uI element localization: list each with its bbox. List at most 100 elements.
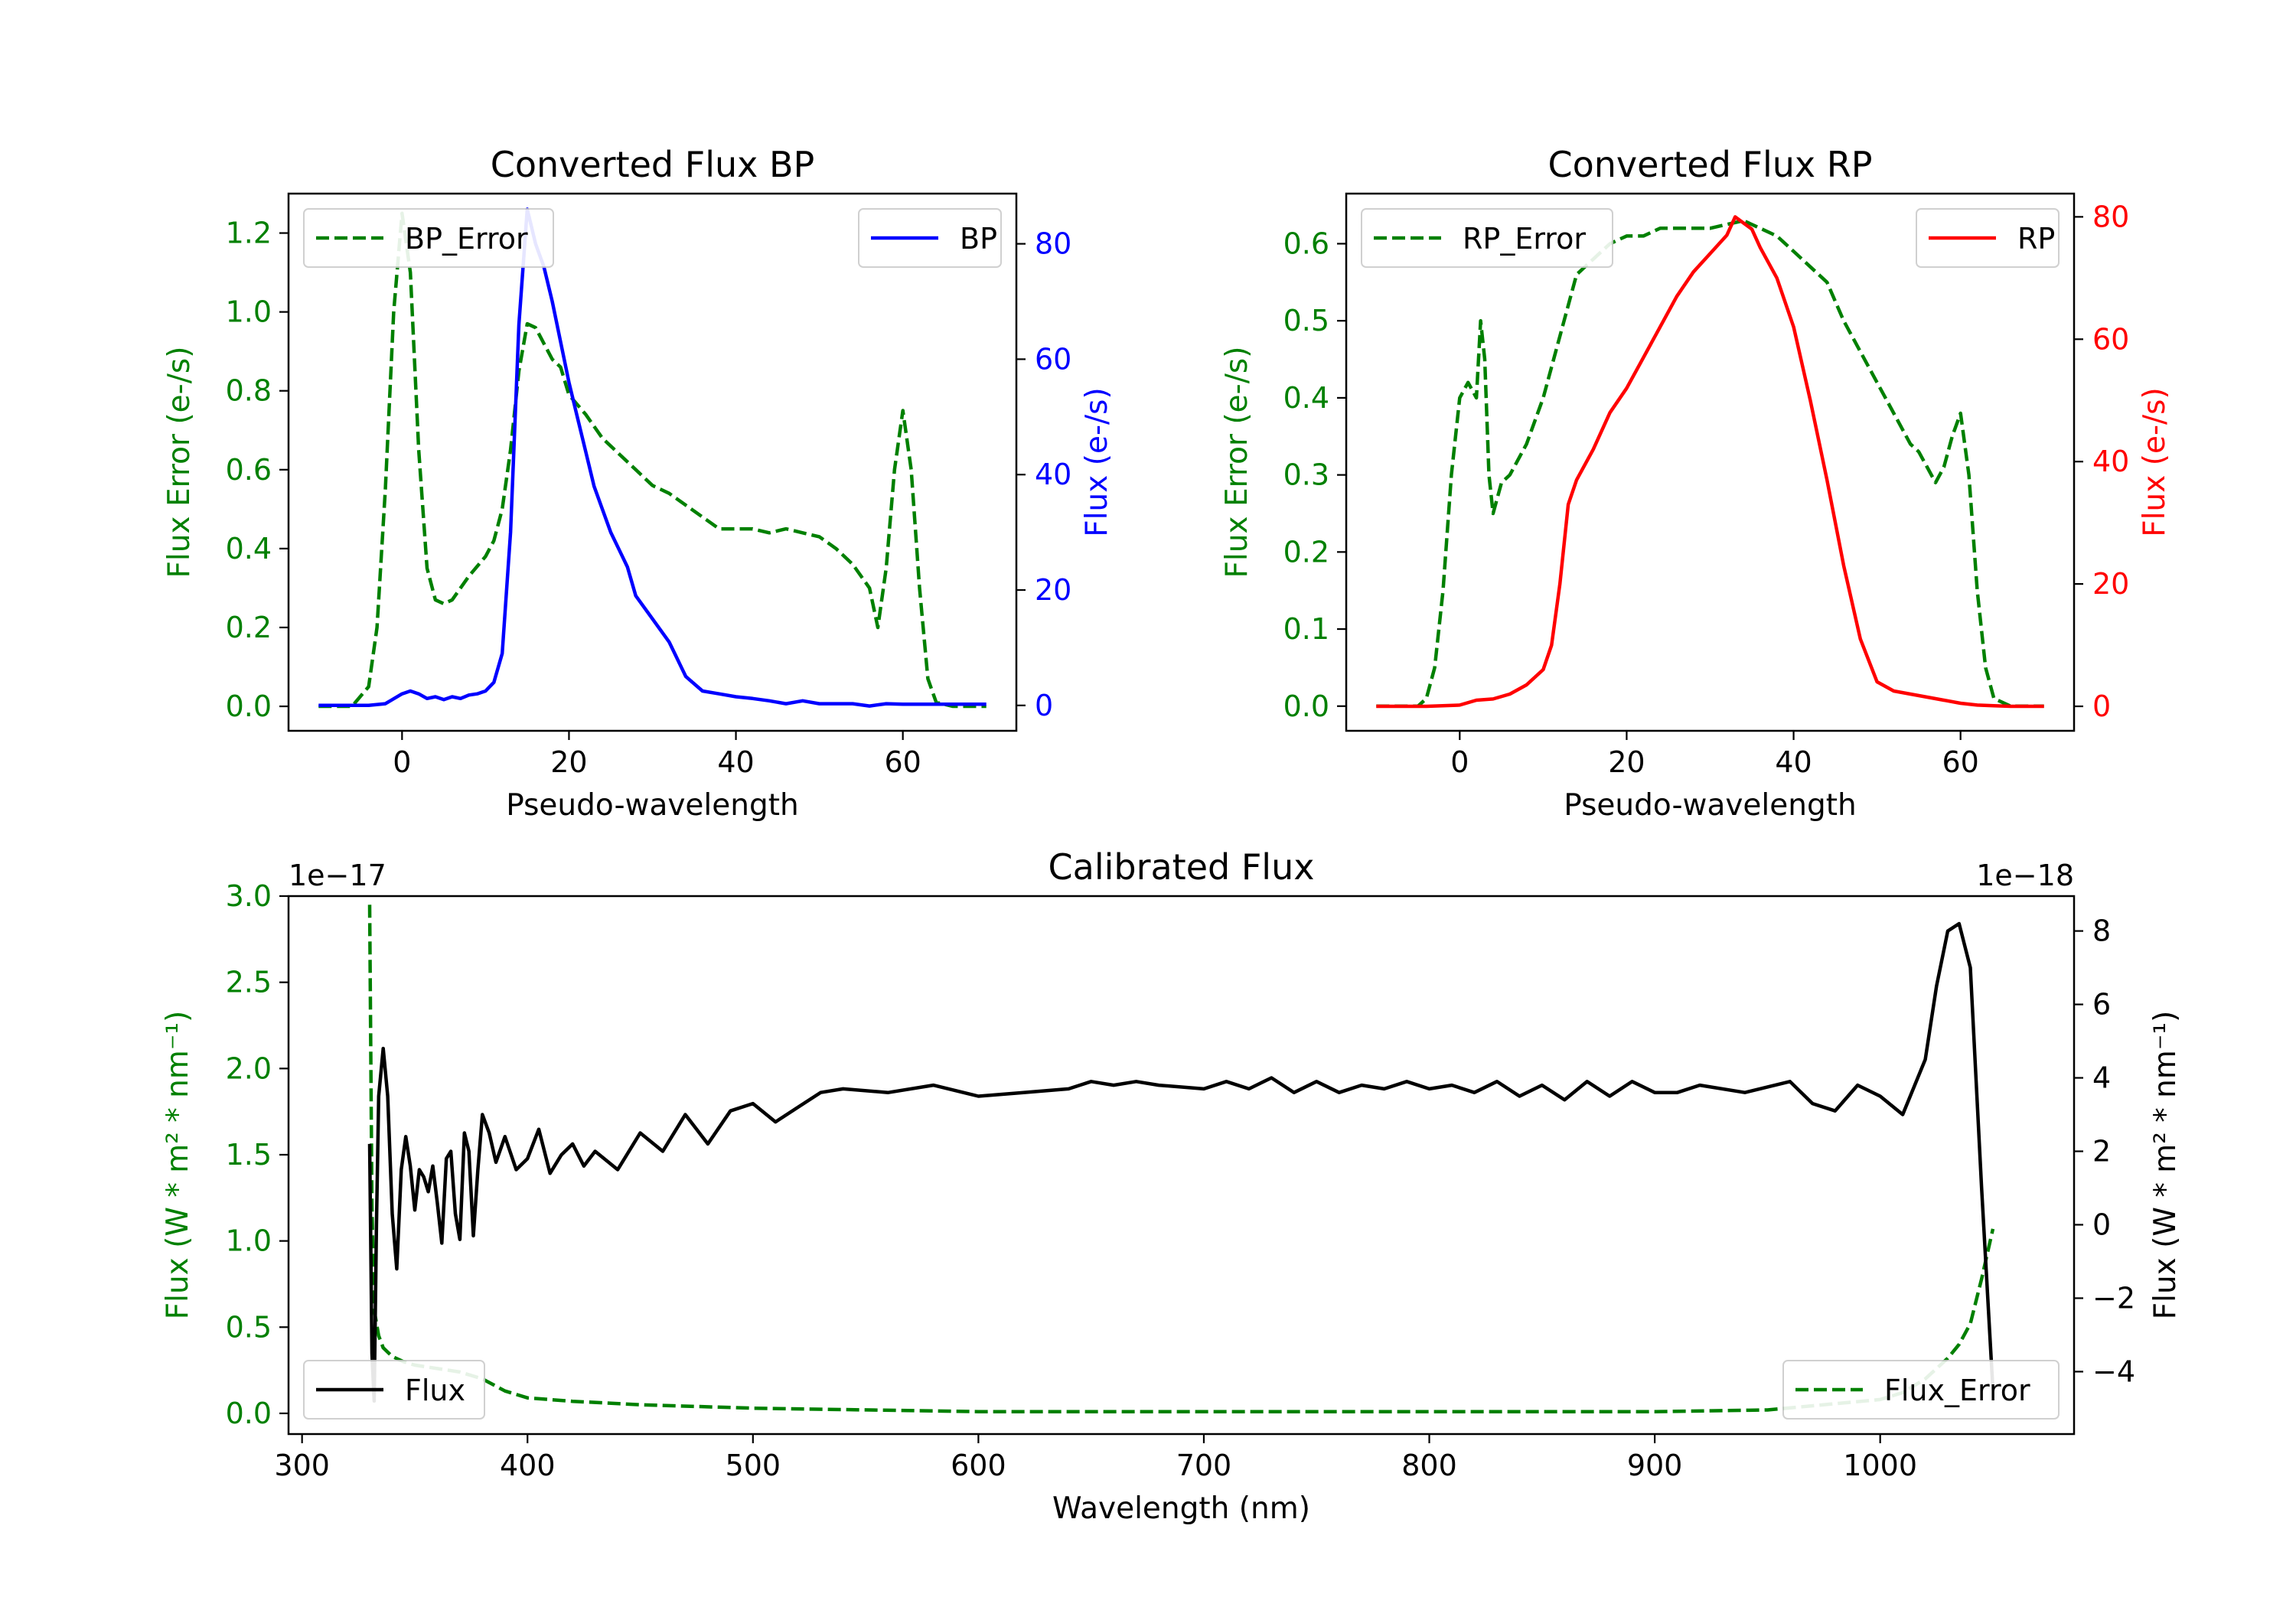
rp-chart: 0 20 40 60 0.0 0.1 0.2 0.3 0.4 0.5 0.6 0 20 40 60 80 Con… <box>1220 144 2172 823</box>
bp-ylabel-right: Flux (e-/s) <box>1080 387 1114 536</box>
cal-xtick-label: 300 <box>274 1449 330 1482</box>
bp-ylabel-left: Flux Error (e-/s) <box>162 347 197 579</box>
cal-legend-error: Flux_Error <box>1782 1360 2060 1420</box>
cal-offset-right: 1e−18 <box>1976 859 2074 892</box>
rp-ytick-left-label: 0.4 <box>1283 381 1329 415</box>
bp-ytick-left-label: 0.8 <box>226 374 272 408</box>
rp-ytick-right-label: 80 <box>2092 200 2129 233</box>
rp-legend-error-label: RP_Error <box>1463 222 1586 256</box>
rp-legend-flux: RP <box>1916 208 2060 268</box>
rp-xtick-label: 60 <box>1942 745 1978 779</box>
bp-xtick-label: 20 <box>550 745 587 779</box>
cal-plot-area <box>367 905 1995 1413</box>
rp-ylabel-right: Flux (e-/s) <box>2138 387 2172 536</box>
bp-ytick-left-label: 1.2 <box>226 217 272 250</box>
rp-ytick-right-label: 40 <box>2092 445 2129 478</box>
cal-xtick-label: 800 <box>1401 1449 1457 1482</box>
cal-legend-flux: Flux <box>303 1360 485 1420</box>
cal-ytick-right-label: 0 <box>2092 1208 2111 1241</box>
cal-ytick-right-label: 4 <box>2092 1061 2111 1095</box>
cal-ytick-left-label: 1.0 <box>226 1224 272 1258</box>
cal-series-flux_error <box>367 905 1995 1413</box>
bp-ytick-right-label: 40 <box>1035 458 1071 491</box>
bp-chart: 0 20 40 60 0.0 0.2 0.4 0.6 0.8 1.0 1.2 0 20 40 60 80 Con… <box>162 144 1114 823</box>
cal-legend-error-label: Flux_Error <box>1884 1374 2030 1407</box>
rp-ytick-left-label: 0.0 <box>1283 689 1329 723</box>
cal-ytick-right-label: −4 <box>2092 1354 2135 1388</box>
bp-ytick-left-label: 0.4 <box>226 532 272 566</box>
rp-ytick-left-label: 0.1 <box>1283 612 1329 646</box>
rp-xtick-label: 40 <box>1775 745 1812 779</box>
rp-xtick-label: 0 <box>1450 745 1469 779</box>
bp-legend-flux: BP <box>858 208 1002 268</box>
cal-ytick-left-label: 0.5 <box>226 1310 272 1344</box>
cal-ytick-left-label: 1.5 <box>226 1138 272 1172</box>
bp-legend-error: BP_Error <box>303 208 554 268</box>
bp-series-bp <box>318 207 987 708</box>
rp-legend-error-box <box>1361 208 1613 268</box>
cal-ytick-right-label: 2 <box>2092 1135 2111 1169</box>
cal-xtick-label: 500 <box>726 1449 781 1482</box>
cal-chart: 300 400 500 600 700 800 900 1000 0.0 0.5 1.0 1.5 2.0… <box>161 846 2183 1526</box>
rp-title: Converted Flux RP <box>1548 144 1873 185</box>
cal-ytick-left-label: 2.0 <box>226 1051 272 1085</box>
rp-ytick-left-label: 0.5 <box>1283 304 1329 337</box>
cal-ytick-left-label: 3.0 <box>226 879 272 913</box>
bp-ytick-left-label: 0.6 <box>226 453 272 487</box>
cal-offset-left: 1e−17 <box>289 859 386 892</box>
cal-xtick-label: 900 <box>1627 1449 1683 1482</box>
bp-ytick-right-label: 0 <box>1035 689 1053 722</box>
bp-ytick-right-label: 20 <box>1035 573 1071 607</box>
bp-xlabel: Pseudo-wavelength <box>506 788 798 823</box>
rp-series-rp <box>1376 215 2044 709</box>
cal-ylabel-left: Flux (W * m² * nm⁻¹) <box>161 1011 195 1320</box>
bp-xtick-label: 40 <box>717 745 754 779</box>
bp-legend-flux-label: BP <box>960 222 997 256</box>
rp-plot-area <box>1376 215 2044 709</box>
bp-series-bp_error <box>318 211 987 709</box>
rp-ylabel-left: Flux Error (e-/s) <box>1220 347 1254 579</box>
cal-ytick-left-label: 2.5 <box>226 966 272 999</box>
cal-legend-flux-label: Flux <box>405 1374 465 1407</box>
rp-ytick-left-label: 0.2 <box>1283 535 1329 569</box>
rp-ytick-left-label: 0.6 <box>1283 227 1329 260</box>
cal-ytick-right-label: 8 <box>2092 914 2111 948</box>
bp-ytick-left-label: 1.0 <box>226 295 272 329</box>
bp-ytick-right-label: 80 <box>1035 227 1071 261</box>
cal-axes-frame <box>287 895 2076 1436</box>
cal-legend-error-box <box>1782 1360 2060 1420</box>
bp-legend-error-label: BP_Error <box>405 222 528 256</box>
cal-xlabel: Wavelength (nm) <box>1052 1491 1310 1526</box>
bp-ytick-right-label: 60 <box>1035 342 1071 376</box>
bp-xtick-label: 0 <box>393 745 411 779</box>
cal-ytick-right-label: 6 <box>2092 988 2111 1022</box>
cal-ytick-right-label: −2 <box>2092 1281 2135 1315</box>
cal-ytick-left-label: 0.0 <box>226 1397 272 1430</box>
rp-xtick-label: 20 <box>1608 745 1645 779</box>
rp-xlabel: Pseudo-wavelength <box>1564 788 1856 823</box>
cal-xtick-label: 700 <box>1176 1449 1232 1482</box>
bp-legend-error-box <box>303 208 554 268</box>
rp-ytick-right-label: 60 <box>2092 322 2129 356</box>
cal-xtick-label: 600 <box>951 1449 1006 1482</box>
bp-plot-area <box>318 207 987 709</box>
bp-ytick-left-label: 0.2 <box>226 611 272 644</box>
bp-xtick-label: 60 <box>884 745 921 779</box>
cal-series-flux <box>367 921 1995 1403</box>
rp-legend-flux-label: RP <box>2017 222 2055 256</box>
bp-title: Converted Flux BP <box>491 144 815 185</box>
rp-ytick-right-label: 0 <box>2092 689 2111 723</box>
bp-axes-frame <box>287 192 1018 732</box>
rp-ytick-left-label: 0.3 <box>1283 458 1329 492</box>
bp-ytick-left-label: 0.0 <box>226 689 272 723</box>
rp-series-rp_error <box>1376 219 2044 709</box>
cal-legend-flux-box <box>303 1360 485 1420</box>
cal-title: Calibrated Flux <box>1049 846 1315 888</box>
rp-ytick-right-label: 20 <box>2092 567 2129 601</box>
cal-xtick-label: 400 <box>500 1449 556 1482</box>
cal-ylabel-right: Flux (W * m² * nm⁻¹) <box>2148 1011 2183 1320</box>
cal-xtick-label: 1000 <box>1843 1449 1917 1482</box>
rp-legend-error: RP_Error <box>1361 208 1613 268</box>
rp-axes-frame <box>1345 192 2076 732</box>
